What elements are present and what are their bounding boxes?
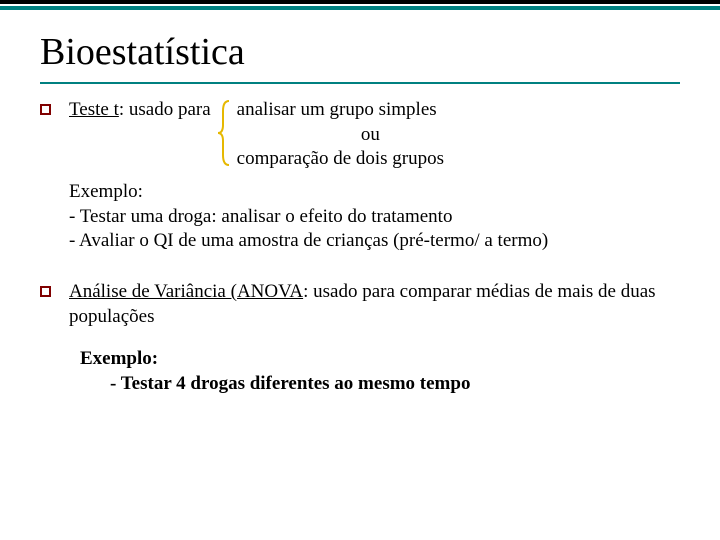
slide-title: Bioestatística	[40, 30, 680, 74]
anova-underlined: Análise de Variância (ANOVA	[69, 281, 303, 302]
title-underline	[40, 82, 680, 84]
brace-line-3: comparação de dois grupos	[237, 147, 444, 172]
slide-content: Bioestatística Teste t: usado para anali…	[0, 10, 720, 397]
brace-line-1: analisar um grupo simples	[237, 98, 444, 123]
brace-text-group: analisar um grupo simples ou comparação …	[237, 98, 444, 172]
exemplo-block-1: Exemplo: - Testar uma droga: analisar o …	[69, 180, 680, 254]
exemplo-label-1: Exemplo:	[69, 180, 680, 205]
exemplo-item-1b: - Avaliar o QI de uma amostra de criança…	[69, 229, 680, 254]
brace-line-2: ou	[237, 123, 444, 148]
exemplo-label-2: Exemplo:	[80, 346, 680, 372]
exemplo-item-1a: - Testar uma droga: analisar o efeito do…	[69, 205, 680, 230]
bullet-body-1: Teste t: usado para analisar um grupo si…	[69, 98, 680, 254]
teste-t-row: Teste t: usado para analisar um grupo si…	[69, 98, 680, 172]
teste-t-label: Teste t: usado para	[69, 98, 211, 123]
curly-brace-icon	[217, 99, 231, 167]
bullet-item-teste-t: Teste t: usado para analisar um grupo si…	[40, 98, 680, 254]
exemplo-block-2: Exemplo: - Testar 4 drogas diferentes ao…	[80, 346, 680, 397]
brace-group: analisar um grupo simples ou comparação …	[217, 98, 444, 172]
bullet-item-anova: Análise de Variância (ANOVA: usado para …	[40, 280, 680, 329]
top-bar	[0, 0, 720, 4]
exemplo-item-2a: - Testar 4 drogas diferentes ao mesmo te…	[80, 371, 680, 397]
bullet-square-icon	[40, 104, 51, 115]
bullet-body-2: Análise de Variância (ANOVA: usado para …	[69, 280, 680, 329]
teste-t-underlined: Teste t	[69, 99, 119, 120]
bullet-square-icon	[40, 286, 51, 297]
teste-t-rest: : usado para	[119, 99, 211, 120]
